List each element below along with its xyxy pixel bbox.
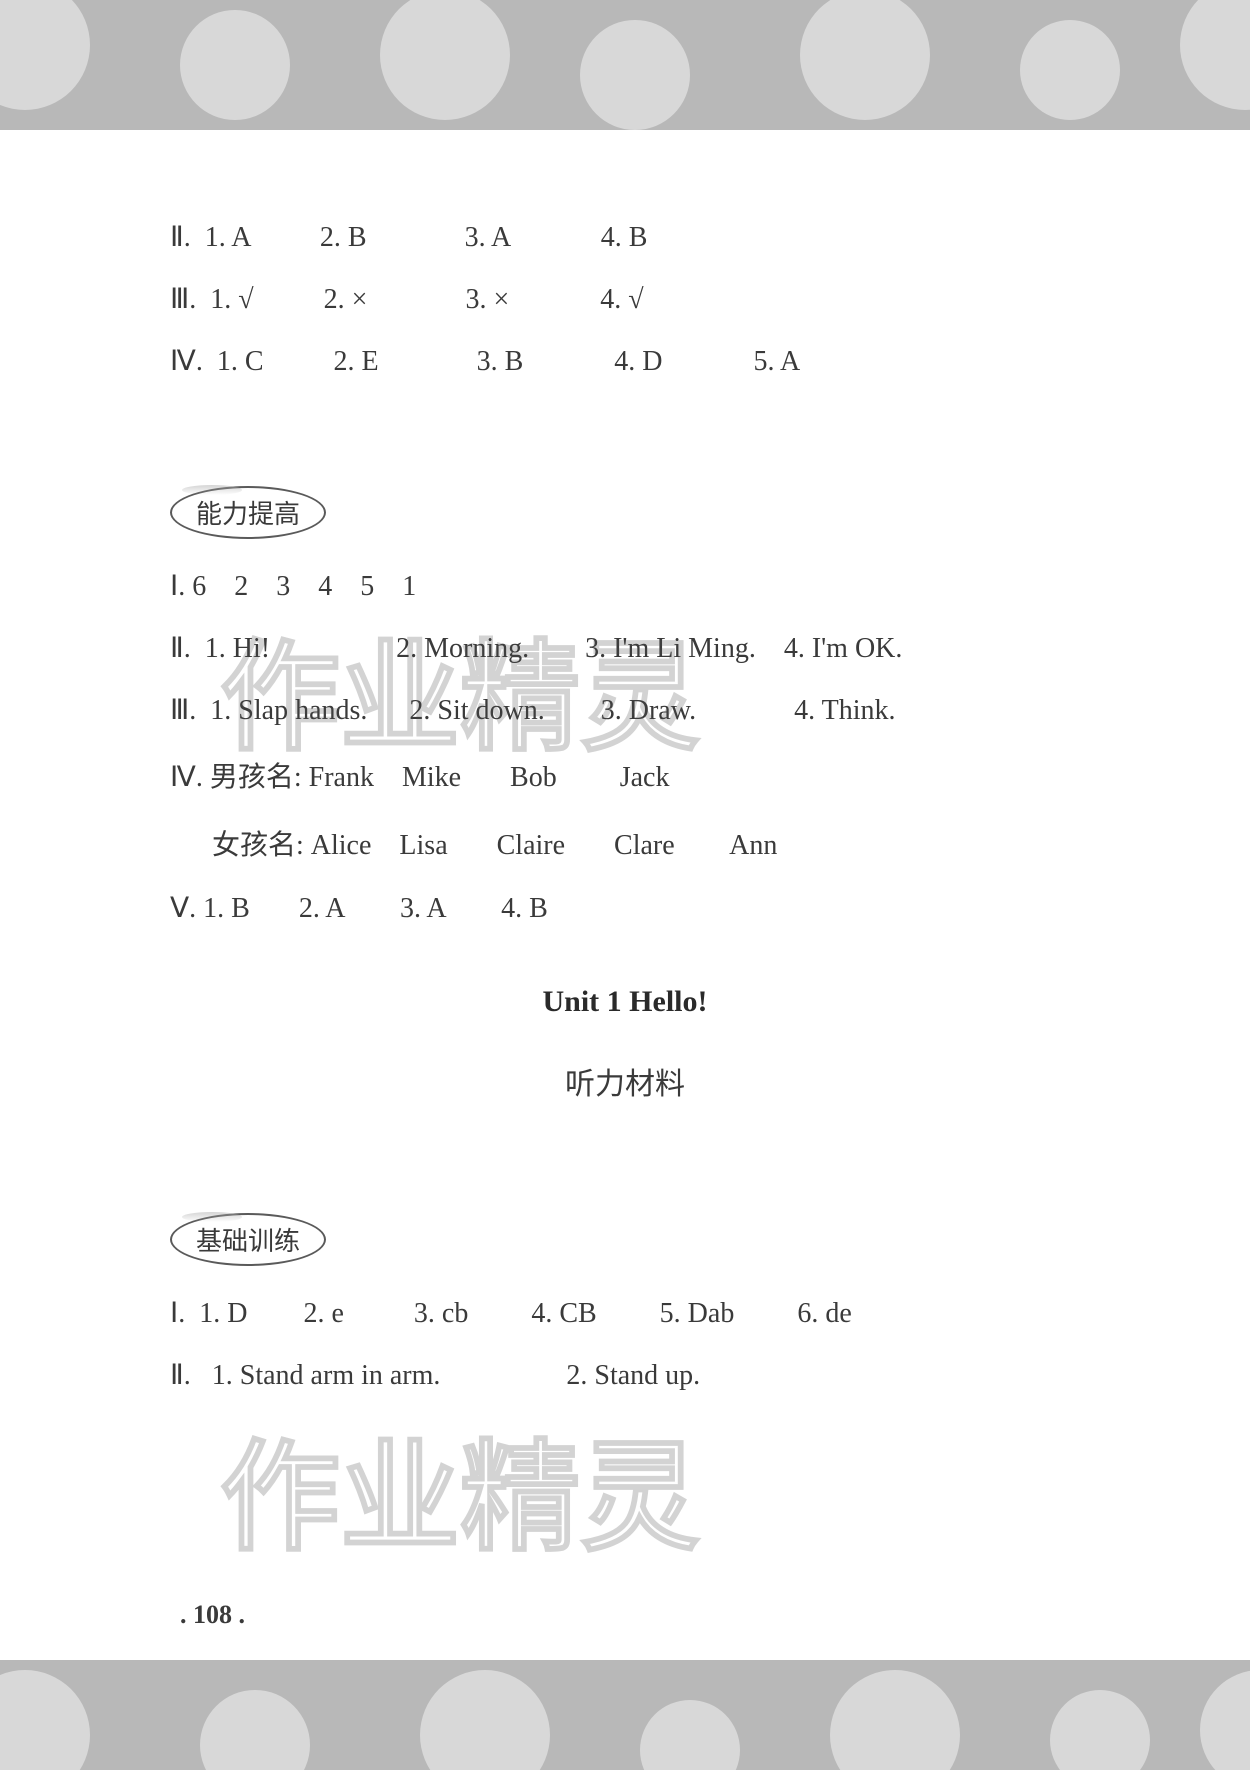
decorative-circle bbox=[180, 10, 290, 120]
decorative-circle bbox=[1050, 1690, 1150, 1770]
answer-row-ii: Ⅱ. 1. A 2. B 3. A 4. B bbox=[170, 220, 1080, 254]
ability-row-i: Ⅰ. 6 2 3 4 5 1 bbox=[170, 569, 1080, 603]
listening-materials-title: 听力材料 bbox=[170, 1059, 1080, 1103]
decorative-circle bbox=[1020, 20, 1120, 120]
decorative-circle bbox=[420, 1670, 550, 1770]
answer-row-iv: Ⅳ. 1. C 2. E 3. B 4. D 5. A bbox=[170, 344, 1080, 378]
section-label-ability: 能力提高 bbox=[170, 486, 326, 539]
decorative-circle bbox=[800, 0, 930, 120]
decorative-circle bbox=[0, 1670, 90, 1770]
ability-row-iv-boys: Ⅳ. 男孩名: Frank Mike Bob Jack bbox=[170, 755, 1080, 795]
answer-row-iii: Ⅲ. 1. √ 2. × 3. × 4. √ bbox=[170, 282, 1080, 316]
top-decorative-border bbox=[0, 0, 1250, 130]
ability-row-iii: Ⅲ. 1. Slap hands. 2. Sit down. 3. Draw. … bbox=[170, 693, 1080, 727]
basic-row-i: Ⅰ. 1. D 2. e 3. cb 4. CB 5. Dab 6. de bbox=[170, 1296, 1080, 1330]
basic-row-ii: Ⅱ. 1. Stand arm in arm. 2. Stand up. bbox=[170, 1358, 1080, 1392]
watermark-2: 作业精灵 bbox=[220, 1400, 700, 1574]
ability-row-iv-girls: 女孩名: Alice Lisa Claire Clare Ann bbox=[170, 823, 1080, 863]
decorative-circle bbox=[200, 1690, 310, 1770]
page-content: Ⅱ. 1. A 2. B 3. A 4. B Ⅲ. 1. √ 2. × 3. ×… bbox=[0, 130, 1250, 1392]
decorative-circle bbox=[640, 1700, 740, 1770]
bottom-decorative-border bbox=[0, 1660, 1250, 1770]
decorative-circle bbox=[0, 0, 90, 110]
unit-title: Unit 1 Hello! bbox=[170, 985, 1080, 1019]
page-number: 108 bbox=[180, 1600, 245, 1630]
section-label-basic: 基础训练 bbox=[170, 1213, 326, 1266]
ability-row-v: Ⅴ. 1. B 2. A 3. A 4. B bbox=[170, 891, 1080, 925]
decorative-circle bbox=[830, 1670, 960, 1770]
decorative-circle bbox=[1200, 1670, 1250, 1770]
decorative-circle bbox=[1180, 0, 1250, 110]
decorative-circle bbox=[580, 20, 690, 130]
decorative-circle bbox=[380, 0, 510, 120]
ability-row-ii: Ⅱ. 1. Hi! 2. Morning. 3. I'm Li Ming. 4.… bbox=[170, 631, 1080, 665]
